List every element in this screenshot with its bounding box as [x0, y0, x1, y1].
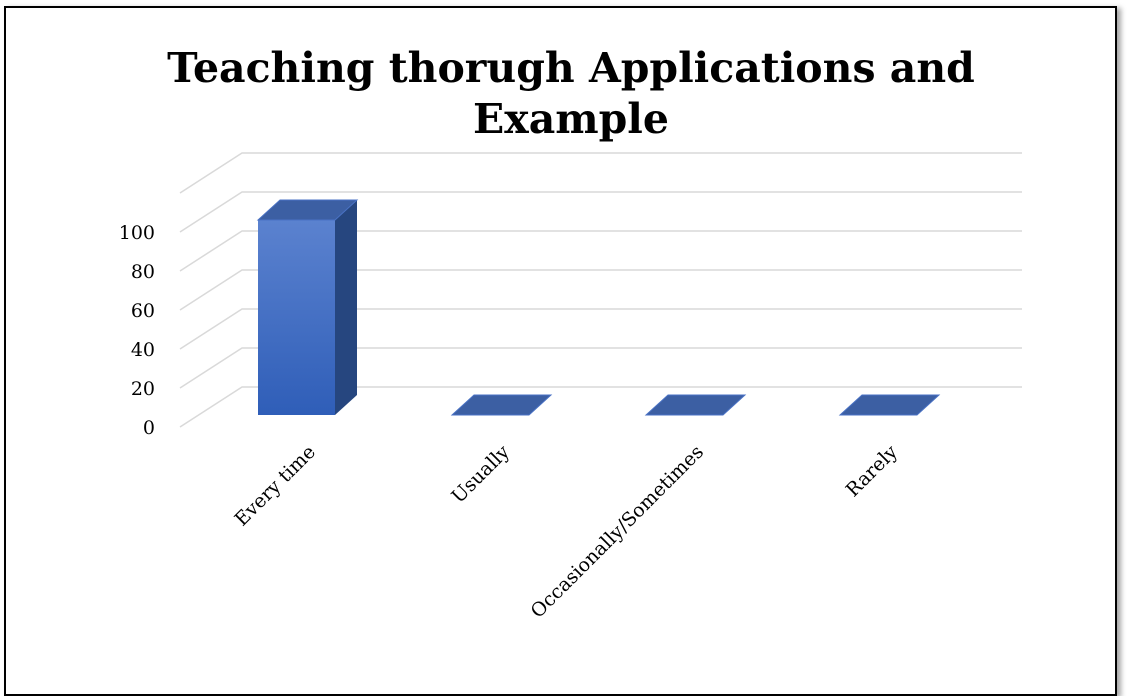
- y-tick-label: 40: [131, 339, 155, 361]
- gridline: [179, 230, 1022, 272]
- gridline: [179, 386, 1022, 428]
- bar: [644, 394, 747, 416]
- y-tick-label: 0: [143, 417, 155, 439]
- y-tick-label: 20: [131, 378, 155, 400]
- bar: [838, 394, 941, 416]
- gridline: [179, 152, 1022, 194]
- y-tick-label: 100: [119, 222, 155, 244]
- gridline: [179, 269, 1022, 311]
- bar-top: [450, 394, 553, 416]
- bar-side: [335, 200, 357, 415]
- bar-front: [258, 220, 335, 415]
- gridline: [179, 308, 1022, 350]
- y-axis-ticks: 0 20 40 60 80 100: [119, 222, 155, 439]
- bar-chart: 0 20 40 60 80 100 Every time Usually Occasional…: [119, 152, 1022, 623]
- bar-top: [644, 394, 747, 416]
- bar-top: [256, 199, 359, 221]
- bars: [256, 199, 941, 416]
- y-tick-label: 80: [131, 261, 155, 283]
- x-category-label: Occasionally/Sometimes: [526, 441, 708, 623]
- chart-frame: Teaching thorugh Applications and Exampl…: [4, 6, 1117, 696]
- gridline: [179, 191, 1022, 233]
- gridline: [179, 347, 1022, 389]
- bar: [450, 394, 553, 416]
- bar: [256, 199, 359, 415]
- x-category-label: Rarely: [842, 441, 902, 501]
- x-category-label: Every time: [230, 441, 320, 531]
- grid-lines: [179, 152, 1022, 428]
- chart-title: Teaching thorugh Applications and Exampl…: [167, 44, 975, 143]
- x-category-label: Usually: [447, 441, 514, 508]
- bar-top: [838, 394, 941, 416]
- y-tick-label: 60: [131, 300, 155, 322]
- x-axis-labels: Every time Usually Occasionally/Sometimes R…: [230, 441, 902, 623]
